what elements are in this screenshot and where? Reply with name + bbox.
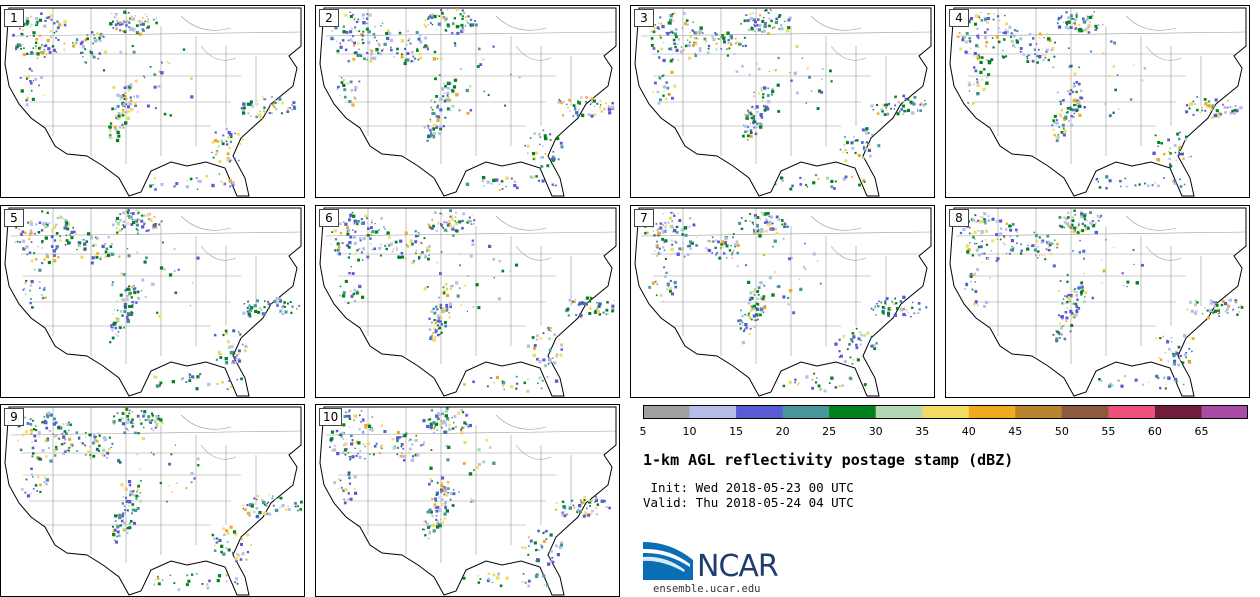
ncar-logo-icon <box>643 542 693 580</box>
colorbar-bin-8 <box>1015 405 1063 419</box>
colorbar-bin-1 <box>689 405 737 419</box>
colorbar-tick-15: 15 <box>729 425 744 438</box>
colorbar-bin-0 <box>643 405 691 419</box>
map-panel-7: 7 <box>630 205 935 398</box>
panel-number-5: 5 <box>4 209 24 227</box>
map-panel-8: 8 <box>945 205 1250 398</box>
panel-number-10: 10 <box>319 408 343 426</box>
conus-map-4 <box>949 7 1247 197</box>
valid-time: Valid: Thu 2018-05-24 04 UTC <box>643 495 854 510</box>
colorbar-tick-35: 35 <box>915 425 930 438</box>
map-panel-1: 1 <box>0 5 305 198</box>
colorbar-tick-55: 55 <box>1101 425 1116 438</box>
panel-number-4: 4 <box>949 9 969 27</box>
colorbar-bin-12 <box>1201 405 1248 419</box>
colorbar-tick-10: 10 <box>682 425 697 438</box>
panel-number-1: 1 <box>4 9 24 27</box>
conus-map-7 <box>634 207 932 397</box>
colorbar-tick-60: 60 <box>1147 425 1162 438</box>
map-panel-9: 9 <box>0 404 305 597</box>
colorbar-tick-25: 25 <box>822 425 837 438</box>
colorbar-bin-6 <box>922 405 970 419</box>
panel-number-2: 2 <box>319 9 339 27</box>
colorbar-tick-65: 65 <box>1194 425 1209 438</box>
conus-map-1 <box>4 7 302 197</box>
colorbar-tick-30: 30 <box>868 425 883 438</box>
panel-number-3: 3 <box>634 9 654 27</box>
reflectivity-colorbar <box>643 405 1248 419</box>
colorbar-bin-7 <box>968 405 1016 419</box>
website-link[interactable]: ensemble.ucar.edu <box>653 583 761 595</box>
map-panel-4: 4 <box>945 5 1250 198</box>
map-panel-10: 10 <box>315 404 620 597</box>
map-panel-6: 6 <box>315 205 620 398</box>
map-panel-2: 2 <box>315 5 620 198</box>
conus-map-9 <box>4 406 303 596</box>
colorbar-bin-11 <box>1154 405 1202 419</box>
conus-map-10 <box>319 406 617 596</box>
colorbar-bin-2 <box>736 405 784 419</box>
plot-title: 1-km AGL reflectivity postage stamp (dBZ… <box>643 451 1014 469</box>
colorbar-bin-10 <box>1108 405 1156 419</box>
map-panel-5: 5 <box>0 205 305 398</box>
conus-map-5 <box>4 207 302 397</box>
panel-number-8: 8 <box>949 209 969 227</box>
colorbar-tick-50: 50 <box>1054 425 1069 438</box>
colorbar-bin-5 <box>875 405 923 419</box>
colorbar-bin-3 <box>782 405 830 419</box>
map-panel-3: 3 <box>630 5 935 198</box>
colorbar-tick-45: 45 <box>1008 425 1023 438</box>
colorbar-bin-4 <box>829 405 877 419</box>
colorbar-bin-9 <box>1061 405 1109 419</box>
panel-number-9: 9 <box>4 408 24 426</box>
conus-map-2 <box>319 7 617 197</box>
panel-number-6: 6 <box>319 209 339 227</box>
init-time: Init: Wed 2018-05-23 00 UTC <box>643 480 854 495</box>
ncar-logo-text: NCAR <box>697 549 779 584</box>
conus-map-6 <box>319 207 617 397</box>
colorbar-tick-20: 20 <box>775 425 790 438</box>
conus-map-8 <box>949 207 1247 397</box>
colorbar-tick-40: 40 <box>961 425 976 438</box>
colorbar-tick-5: 5 <box>639 425 647 438</box>
panel-number-7: 7 <box>634 209 654 227</box>
conus-map-3 <box>634 7 932 197</box>
